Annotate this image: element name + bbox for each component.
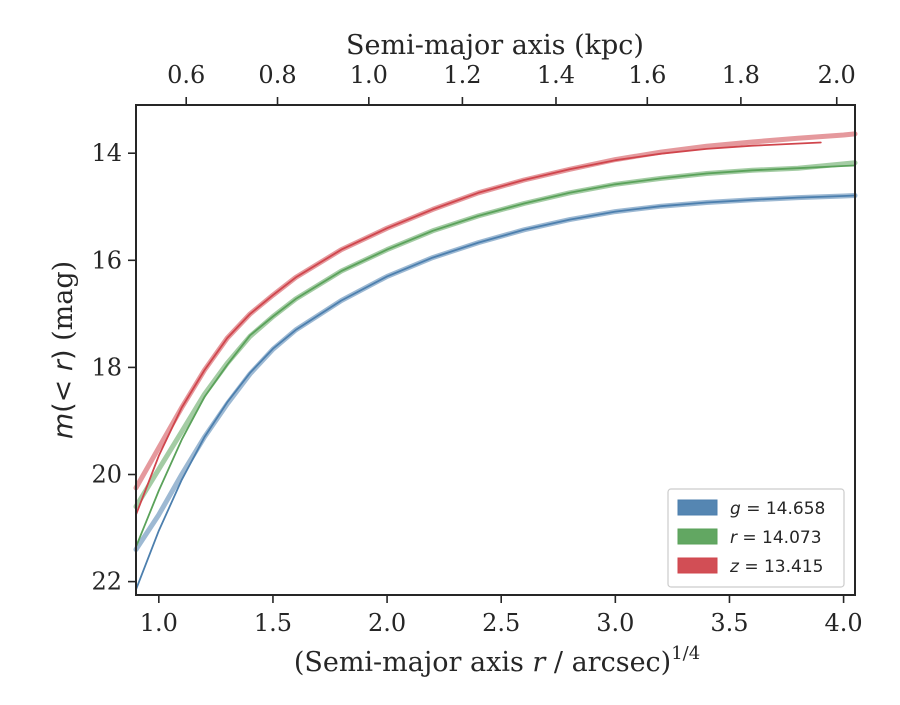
- y-axis-title: m(< r) (mag): [48, 261, 79, 439]
- top-tick-label-4: 1.4: [537, 61, 575, 89]
- top-tick-label-3: 1.2: [443, 61, 481, 89]
- y-tick-label-4: 22: [91, 568, 122, 596]
- x-axis-title: (Semi-major axis r / arcsec)1/4: [294, 643, 700, 678]
- y-tick-label-3: 20: [91, 461, 122, 489]
- x-tick-label-4: 3.0: [596, 609, 634, 637]
- top-tick-label-1: 0.8: [258, 61, 296, 89]
- ticks-layer: 1.0 1.5 2.0 2.5 3.0 3.5 4.0 14 16 18 20 22 0.6 0.8 1.0…: [91, 61, 862, 637]
- y-tick-label-1: 16: [91, 246, 122, 274]
- top-axis-title: Semi-major axis (kpc): [346, 30, 644, 61]
- legend-label-z: z = 13.415: [729, 557, 823, 577]
- top-tick-label-5: 1.6: [628, 61, 666, 89]
- legend-label-g: g = 14.658: [730, 499, 825, 519]
- legend-swatch-r: [677, 528, 718, 545]
- series-r-line: [135, 164, 856, 548]
- series-r-model-band: [133, 160, 858, 510]
- plot-frame: [135, 104, 856, 596]
- series-g-line: [135, 194, 856, 591]
- legend-label-r: r = 14.073: [730, 528, 822, 548]
- x-tick-label-3: 2.5: [482, 609, 520, 637]
- x-tick-label-2: 2.0: [368, 609, 406, 637]
- series-z-line: [135, 141, 822, 516]
- legend-swatch-g: [677, 499, 718, 516]
- series-z-model-band: [133, 131, 858, 491]
- top-tick-label-6: 1.8: [722, 61, 760, 89]
- y-tick-label-0: 14: [91, 139, 122, 167]
- x-tick-label-6: 4.0: [825, 609, 863, 637]
- y-tick-label-2: 18: [91, 353, 122, 381]
- legend: g = 14.658 r = 14.073 z = 13.415: [667, 488, 845, 588]
- x-tick-label-0: 1.0: [140, 609, 178, 637]
- top-tick-label-7: 2.0: [818, 61, 856, 89]
- legend-swatch-z: [677, 557, 718, 574]
- curves-layer: [133, 131, 858, 591]
- top-tick-label-2: 1.0: [350, 61, 388, 89]
- top-tick-label-0: 0.6: [167, 61, 205, 89]
- x-tick-label-5: 3.5: [710, 609, 748, 637]
- x-tick-label-1: 1.5: [254, 609, 292, 637]
